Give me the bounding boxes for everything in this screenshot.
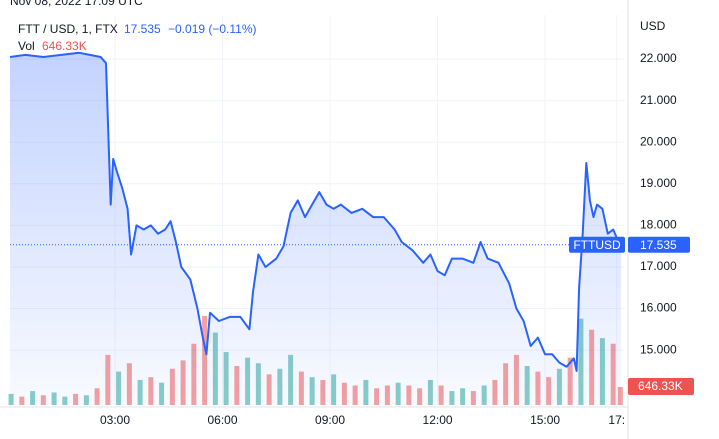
price-badge-label: 17.535 [640, 238, 677, 252]
header-price: 17.535 [124, 22, 161, 36]
x-tick-label: 17: [608, 413, 625, 427]
timestamp: Nov 08, 2022 17:09 UTC [10, 0, 143, 8]
y-tick-label: 17.000 [640, 259, 677, 273]
ticker-badge [569, 236, 625, 253]
x-tick-label: 06:00 [208, 413, 238, 427]
x-tick-label: 09:00 [315, 413, 345, 427]
y-tick-label: 19.000 [640, 176, 677, 190]
symbol: FTT / USD, 1, FTX [18, 22, 118, 36]
y-axis-label: USD [640, 19, 666, 33]
price [9, 51, 625, 406]
header-change: −0.019 (−0.11%) [168, 22, 257, 36]
y-tick-label: 21.000 [640, 93, 677, 107]
price-area [10, 52, 622, 406]
y-tick-label: 20.000 [640, 134, 677, 148]
x-tick-label: 15:00 [530, 413, 560, 427]
y-tick-label: 15.000 [640, 342, 677, 356]
x-tick-label: 12:00 [423, 413, 453, 427]
y-tick-label: 18.000 [640, 218, 677, 232]
volume-header-value: 646.33K [42, 39, 87, 53]
volume-badge-label: 646.33K [638, 379, 683, 393]
x-tick-label: 03:00 [100, 413, 130, 427]
volume-badge [628, 378, 694, 395]
axes: 15.000 16.000 17.000 18.000 19.000 20.000 21.0… [100, 51, 694, 427]
volume-title: Vol [18, 39, 35, 53]
y-tick-label: 22.000 [640, 51, 677, 65]
y-tick-label: 16.000 [640, 301, 677, 315]
price-line [9, 51, 622, 372]
price-badge [628, 236, 690, 253]
ticker-label: FTTUSD [573, 238, 621, 252]
